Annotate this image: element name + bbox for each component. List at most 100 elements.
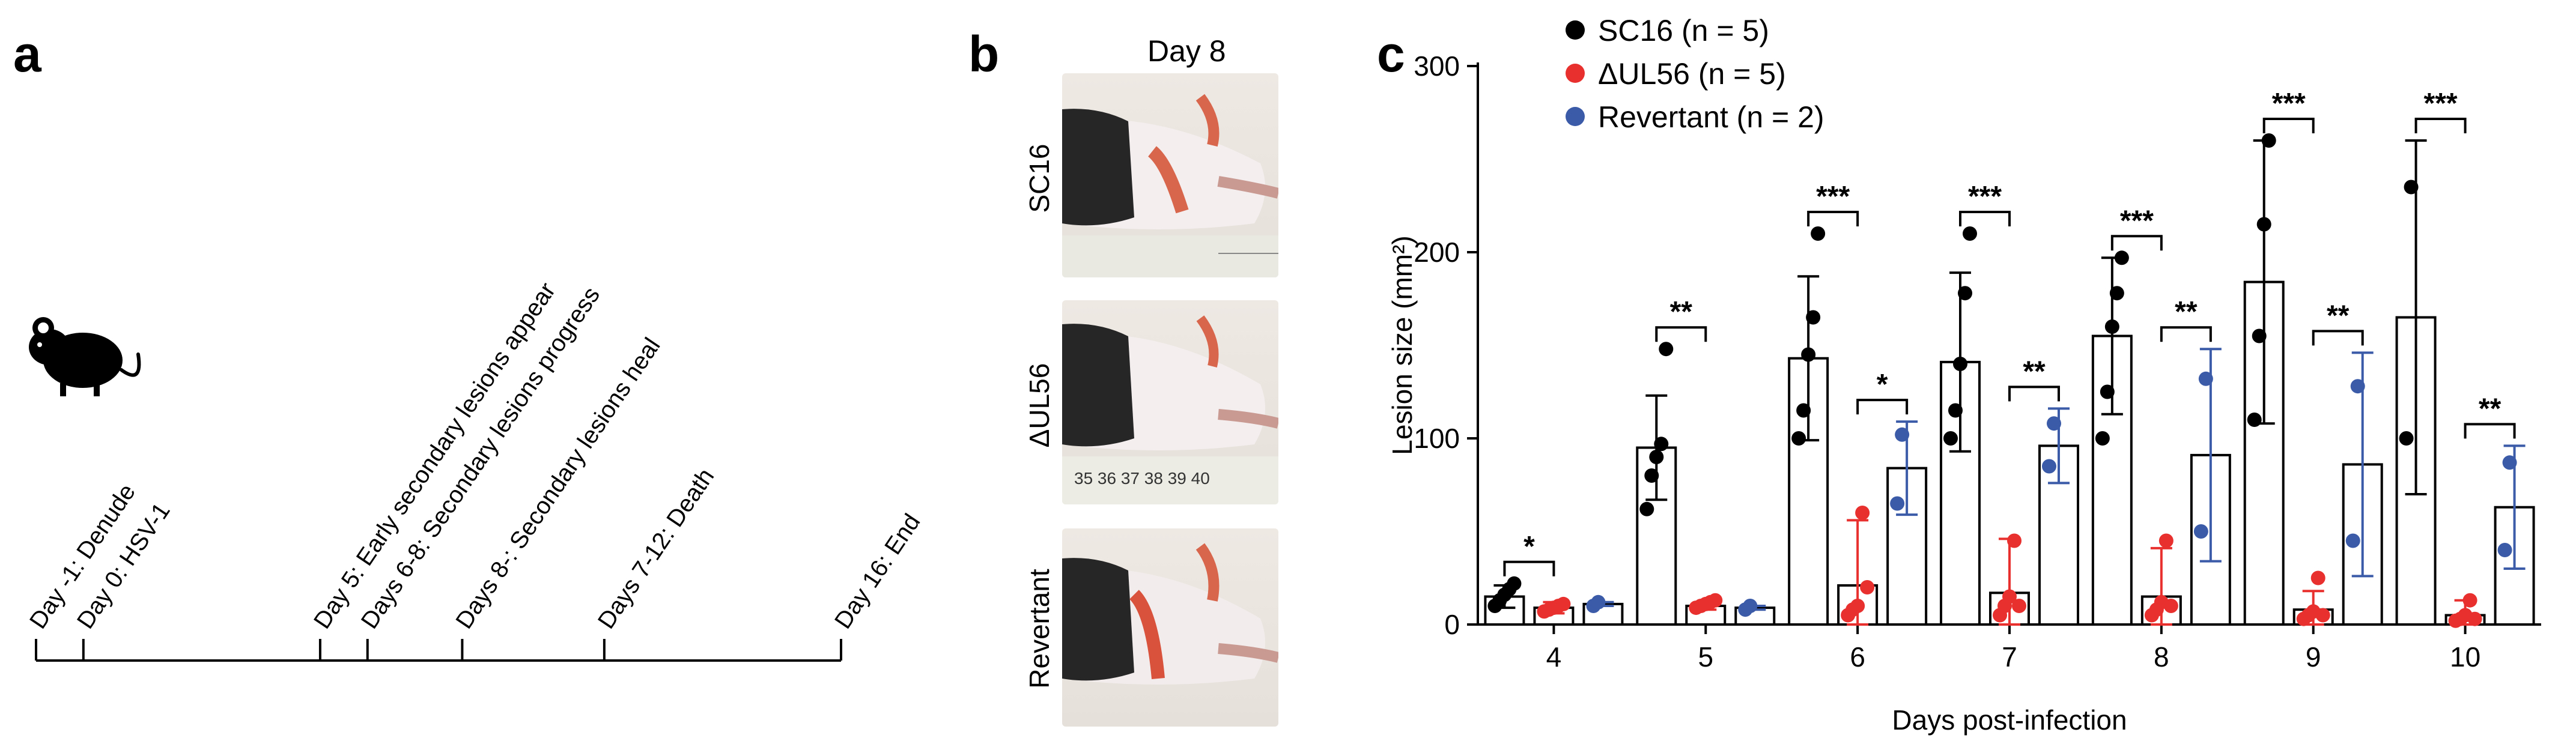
data-point (1649, 450, 1664, 464)
data-point (1953, 357, 1967, 371)
data-point (2404, 180, 2419, 195)
significance-label: *** (2424, 88, 2458, 119)
data-point (2399, 431, 2414, 446)
data-point (2467, 611, 2482, 626)
legend-label: SC16 (n = 5) (1598, 14, 1769, 47)
x-tick-label: 9 (2306, 641, 2321, 673)
data-point (2114, 250, 2129, 265)
data-point (2007, 533, 2022, 548)
significance-bracket (2464, 423, 2516, 439)
x-tick-label: 7 (2002, 641, 2017, 673)
data-point (2095, 431, 2110, 446)
data-point (2047, 416, 2061, 431)
significance-bracket (1807, 211, 1859, 226)
significance-bracket (2160, 326, 2212, 342)
y-tick-label: 0 (1444, 609, 1460, 640)
data-point (2315, 608, 2330, 623)
significance-bracket (2312, 330, 2364, 346)
legend-label: ΔUL56 (n = 5) (1598, 57, 1786, 91)
data-point (1943, 431, 1958, 446)
data-point (1811, 226, 1826, 241)
data-point (1659, 342, 1674, 357)
data-point (2350, 379, 2365, 394)
significance-bracket (1655, 326, 1707, 342)
legend-marker (1566, 64, 1585, 83)
x-tick-label: 6 (1850, 641, 1865, 673)
data-point (2252, 328, 2267, 343)
data-point (2100, 384, 2115, 399)
x-axis-label: Days post-infection (1892, 704, 2127, 736)
data-point (1791, 431, 1806, 446)
significance-label: *** (1816, 181, 1850, 213)
data-point (1591, 594, 1606, 609)
data-point (2193, 524, 2208, 539)
ruler-numbers: 35 36 37 38 39 40 (1074, 469, 1210, 488)
data-point (1507, 576, 1522, 591)
data-point (2247, 413, 2262, 427)
mouse-icon (29, 317, 141, 396)
significance-label: * (1523, 531, 1535, 563)
data-point (2012, 599, 2026, 613)
mouse-photo-sc16 (1062, 94, 1278, 277)
data-point (2104, 319, 2119, 334)
data-point (1806, 310, 1821, 325)
data-point (2158, 533, 2174, 548)
photo-revertant (1062, 528, 1278, 727)
significance-label: ** (1670, 296, 1693, 328)
data-point (1556, 596, 1571, 611)
significance-bracket (2110, 235, 2163, 251)
y-axis-label: Lesion size (mm²) (1387, 235, 1418, 455)
data-point (1958, 286, 1972, 301)
significance-label: ** (2023, 355, 2046, 387)
panel-b-letter: b (968, 26, 1000, 82)
data-point (2497, 543, 2512, 557)
legend-marker (1566, 20, 1585, 40)
y-tick-label: 200 (1414, 237, 1460, 268)
data-point (1860, 580, 1875, 594)
data-point (1895, 427, 1910, 442)
data-point (1890, 496, 1905, 511)
significance-bracket (1856, 399, 1909, 415)
legend-marker (1566, 107, 1585, 126)
x-tick-label: 10 (2450, 641, 2480, 673)
significance-label: *** (2272, 88, 2306, 119)
data-point (1855, 506, 1870, 520)
data-point (1654, 437, 1669, 452)
data-point (2109, 286, 2124, 301)
photo-dul56: 35 36 37 38 39 40 (1062, 300, 1278, 504)
data-point (1708, 593, 1723, 608)
significance-bracket (1503, 560, 1555, 576)
data-point (1639, 501, 1654, 516)
data-point (2462, 593, 2477, 608)
data-point (1801, 347, 1816, 362)
data-point (1850, 599, 1865, 613)
significance-label: *** (1968, 181, 2002, 213)
significance-label: *** (2120, 205, 2154, 237)
panel-a-letter: a (13, 26, 41, 82)
photo-panel-title: Day 8 (1147, 34, 1226, 68)
legend-label: Revertant (n = 2) (1598, 100, 1824, 134)
mouse-photo-dul56: 35 36 37 38 39 40 (1062, 315, 1278, 504)
data-point (1796, 403, 1811, 418)
significance-bracket (2262, 118, 2315, 133)
data-point (2002, 589, 2017, 604)
significance-label: ** (2175, 296, 2198, 328)
y-tick-label: 300 (1414, 50, 1460, 82)
significance-bracket (1959, 211, 2011, 226)
data-point (2502, 455, 2517, 470)
data-point (2163, 599, 2178, 613)
data-point (2345, 533, 2360, 548)
x-tick-label: 5 (1698, 641, 1713, 673)
x-tick-label: 8 (2154, 641, 2169, 673)
data-point (2310, 570, 2325, 585)
data-point (2198, 371, 2213, 386)
data-point (2042, 459, 2056, 474)
significance-bracket (2008, 386, 2060, 402)
significance-bracket (2414, 118, 2467, 133)
significance-label: * (1877, 369, 1888, 401)
data-point (1948, 403, 1963, 418)
y-tick-label: 100 (1414, 423, 1460, 454)
data-point (1644, 468, 1659, 483)
